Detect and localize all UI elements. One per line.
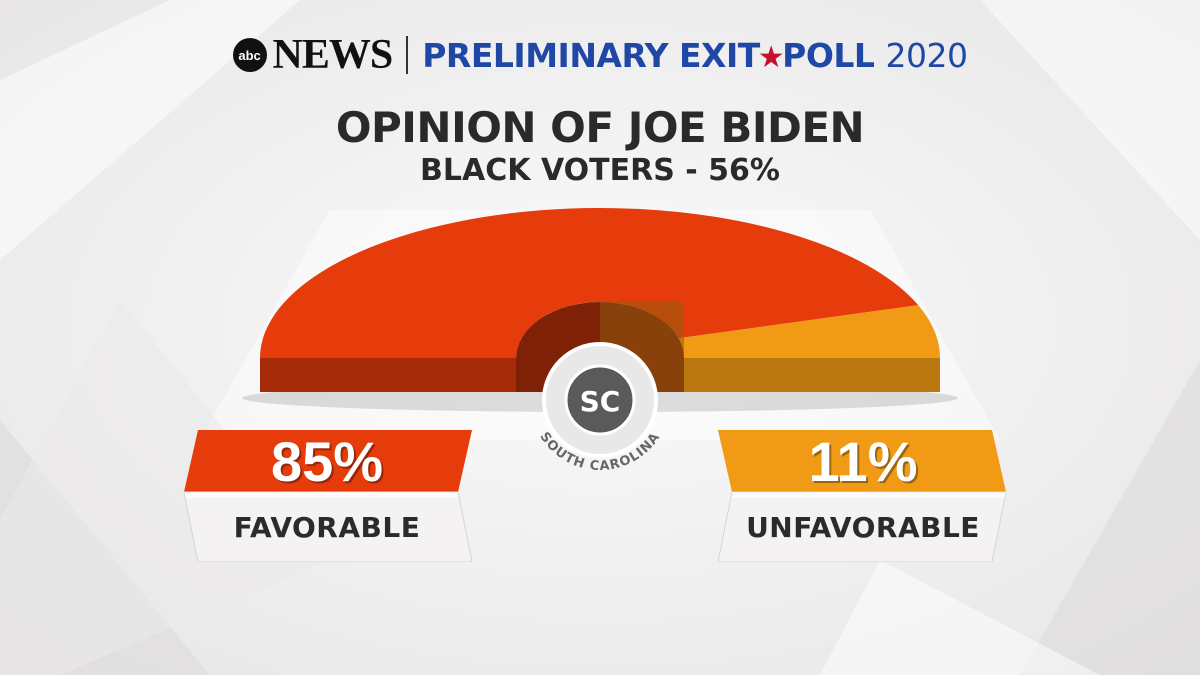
favorable-side-face <box>260 358 516 392</box>
star-icon: ★ <box>757 39 785 75</box>
favorable-value: 85% <box>270 429 384 493</box>
state-badge <box>564 364 636 436</box>
abc-news-exit-poll-header: abc NEWS PRELIMINARY EXIT★POLL 2020 <box>0 30 1200 80</box>
stat-unfavorable: 11% UNFAVORABLE <box>718 430 1008 562</box>
unfavorable-label: UNFAVORABLE <box>746 510 980 544</box>
poll-year: 2020 <box>885 35 968 75</box>
abc-logo: abc <box>232 38 267 72</box>
stat-favorable-panel <box>183 430 472 562</box>
header-divider <box>406 36 409 74</box>
stat-favorable: 85% FAVORABLE <box>182 430 472 562</box>
network-name: NEWS <box>272 32 394 78</box>
chart-subtitle: BLACK VOTERS - 56% <box>420 153 780 188</box>
state-abbr: SC <box>580 385 621 418</box>
poll-title-part1: PRELIMINARY EXIT <box>422 35 760 75</box>
unfavorable-side-face <box>684 358 940 392</box>
chart-title: OPINION OF JOE BIDEN <box>335 103 865 152</box>
favorable-label: FAVORABLE <box>233 510 421 544</box>
unfavorable-value: 11% <box>808 429 918 493</box>
unfavorable-slice <box>678 305 940 358</box>
favorable-slice <box>260 208 919 358</box>
poll-title-part2: POLL <box>782 35 875 75</box>
stat-unfavorable-panel <box>718 430 1007 562</box>
poll-title: PRELIMINARY EXIT★POLL 2020 <box>422 35 968 75</box>
